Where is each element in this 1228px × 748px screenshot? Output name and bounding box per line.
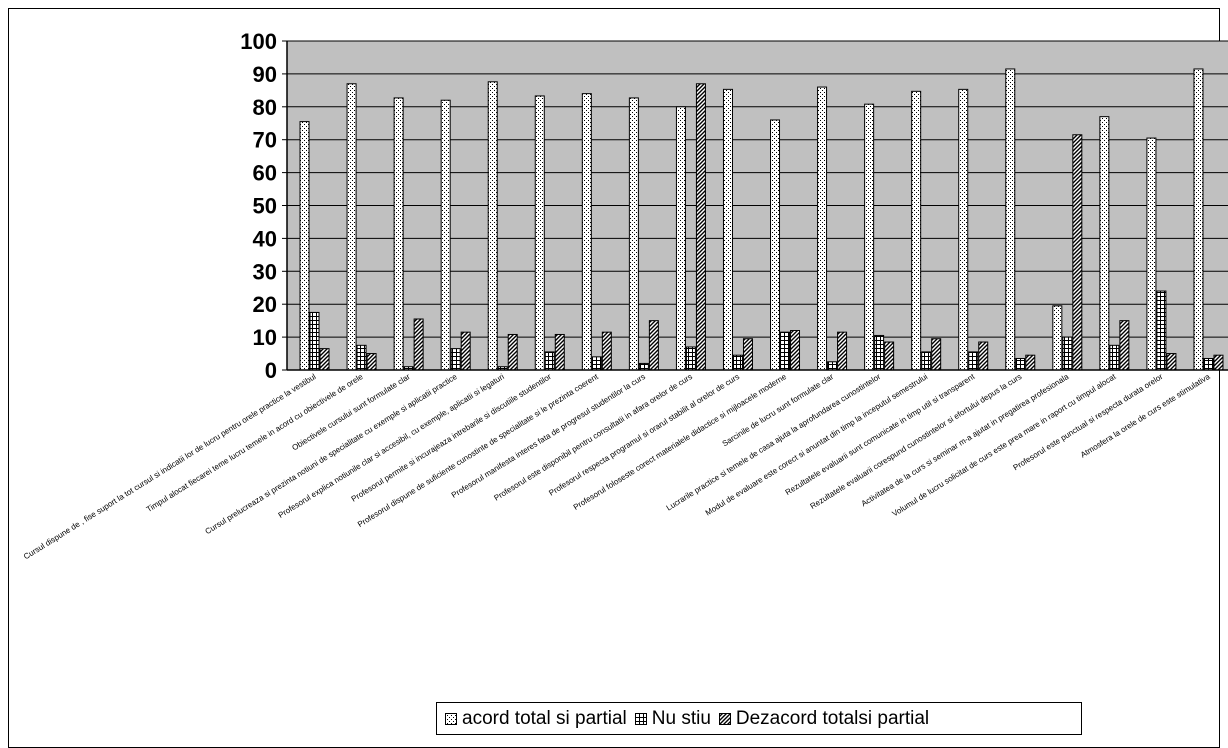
bar-dots-7 xyxy=(581,93,592,371)
y-tick-label: 20 xyxy=(253,292,277,317)
x-category-label: Lucrarile practice si temele de casa aju… xyxy=(665,372,883,513)
legend-swatch-dots xyxy=(445,712,457,725)
bar-dots-2 xyxy=(346,83,357,371)
x-category-label: Profesorul explica notiunile clar si acc… xyxy=(277,372,506,520)
bar-grid-2 xyxy=(356,344,367,371)
y-tick-label: 100 xyxy=(240,29,277,54)
bar-diagonal-17 xyxy=(1072,134,1083,371)
bar-dots-15 xyxy=(958,88,969,371)
bar-diagonal-12 xyxy=(837,331,848,371)
bar-diagonal-8 xyxy=(648,320,659,371)
bar-dots-3 xyxy=(393,97,404,371)
bar-grid-9 xyxy=(685,346,696,371)
legend-item-nu-stiu: Nu stiu xyxy=(634,707,711,730)
y-tick-label: 70 xyxy=(253,128,277,153)
bar-dots-13 xyxy=(864,103,875,371)
bar-dots-4 xyxy=(440,99,451,371)
bar-diagonal-15 xyxy=(978,341,989,371)
bar-dots-10 xyxy=(722,88,733,371)
bar-dots-5 xyxy=(487,81,498,371)
y-tick-label: 40 xyxy=(253,226,277,251)
bar-dots-9 xyxy=(675,106,686,371)
y-tick-label: 0 xyxy=(265,358,277,383)
legend-label-dezacord: Dezacord totalsi partial xyxy=(735,707,930,729)
x-category-label: Volumul de lucru solicitat de curs este … xyxy=(891,372,1119,519)
bar-dots-12 xyxy=(817,86,828,371)
x-category-label: Timpul alocat fiecarei teme lucru temele… xyxy=(145,372,365,514)
y-tick-label: 10 xyxy=(253,325,277,350)
bar-grid-4 xyxy=(450,348,461,371)
x-category-label: Modul de evaluare este corect si anuntat… xyxy=(704,372,930,518)
bar-grid-12 xyxy=(827,361,838,371)
y-tick-label: 80 xyxy=(253,95,277,120)
bar-grid-7 xyxy=(591,356,602,371)
bar-grid-16 xyxy=(1015,357,1026,371)
bar-diagonal-16 xyxy=(1025,354,1036,371)
bar-dots-11 xyxy=(770,119,781,371)
legend-label-acord: acord total si partial xyxy=(462,707,627,729)
bar-dots-20 xyxy=(1193,68,1204,371)
bar-grid-1 xyxy=(309,311,320,371)
bar-diagonal-14 xyxy=(931,338,942,371)
bar-diagonal-20 xyxy=(1213,354,1224,371)
bar-diagonal-18 xyxy=(1119,320,1130,371)
bar-dots-18 xyxy=(1099,116,1110,371)
bar-grid-11 xyxy=(780,331,791,371)
bar-dots-17 xyxy=(1052,305,1063,371)
bar-diagonal-11 xyxy=(790,330,801,371)
bar-diagonal-6 xyxy=(554,333,565,371)
bar-grid-10 xyxy=(732,354,743,371)
bar-diagonal-9 xyxy=(695,83,706,371)
bar-grid-15 xyxy=(968,351,979,371)
bar-grid-18 xyxy=(1109,344,1120,371)
bar-diagonal-1 xyxy=(319,348,330,371)
bar-dots-6 xyxy=(534,95,545,371)
legend-item-dezacord: Dezacord totalsi partial xyxy=(718,707,930,730)
x-axis-category-labels: Cursul dispune de , fise suport la tot c… xyxy=(22,372,1212,562)
x-category-label: Profesorul foloseste corect materialele … xyxy=(572,372,789,512)
bar-diagonal-7 xyxy=(601,331,612,371)
bar-grid-19 xyxy=(1156,290,1167,371)
bar-grid-20 xyxy=(1203,357,1214,371)
bar-dots-1 xyxy=(299,121,310,371)
legend-swatch-grid xyxy=(634,712,647,725)
y-tick-label: 90 xyxy=(253,62,277,87)
bar-dots-14 xyxy=(911,90,922,371)
bar-grid-13 xyxy=(874,334,885,371)
bar-diagonal-5 xyxy=(507,333,518,371)
bar-diagonal-4 xyxy=(460,331,471,371)
bar-grid-6 xyxy=(544,351,555,371)
y-tick-label: 50 xyxy=(253,194,277,219)
bar-diagonal-19 xyxy=(1166,353,1177,371)
legend: acord total si partial Nu stiu Dezacord … xyxy=(436,702,1082,735)
bar-dots-8 xyxy=(628,97,639,371)
bar-dots-16 xyxy=(1005,68,1016,371)
x-category-label: Rezultatele evaluarii corespund cunostin… xyxy=(809,372,1024,511)
legend-swatch-diagonal xyxy=(718,712,731,725)
bar-diagonal-13 xyxy=(884,341,895,371)
bar-dots-19 xyxy=(1146,137,1157,371)
bar-diagonal-2 xyxy=(366,353,377,371)
bar-diagonal-3 xyxy=(413,318,424,371)
legend-item-acord: acord total si partial xyxy=(445,708,627,730)
legend-label-nu-stiu: Nu stiu xyxy=(651,707,711,729)
x-category-label: Cursul dispune de , fise suport la tot c… xyxy=(22,372,318,561)
bar-grid-17 xyxy=(1062,336,1073,371)
bar-grid-8 xyxy=(638,362,649,371)
bar-diagonal-10 xyxy=(742,338,753,371)
bar-grid-14 xyxy=(921,351,932,371)
y-tick-label: 30 xyxy=(253,259,277,284)
y-tick-label: 60 xyxy=(253,161,277,186)
y-axis-ticks: 0 10 20 30 40 50 60 70 80 90 100 xyxy=(240,29,287,383)
